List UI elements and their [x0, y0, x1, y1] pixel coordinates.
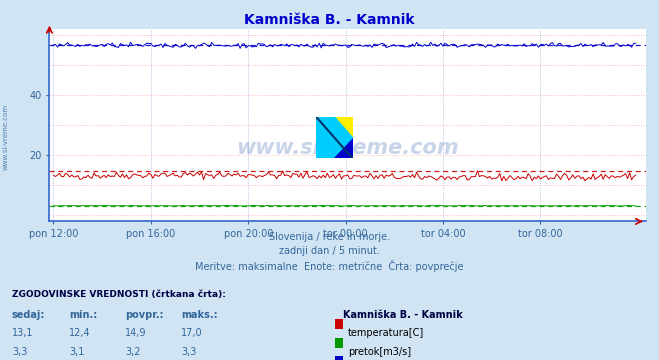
Text: sedaj:: sedaj: [12, 310, 45, 320]
Text: temperatura[C]: temperatura[C] [348, 328, 424, 338]
Text: 3,1: 3,1 [69, 347, 84, 357]
Text: 14,9: 14,9 [125, 328, 147, 338]
Text: Kamniška B. - Kamnik: Kamniška B. - Kamnik [343, 310, 463, 320]
Text: zadnji dan / 5 minut.: zadnji dan / 5 minut. [279, 246, 380, 256]
Text: 13,1: 13,1 [12, 328, 34, 338]
Text: Slovenija / reke in morje.: Slovenija / reke in morje. [269, 232, 390, 242]
Text: min.:: min.: [69, 310, 98, 320]
Text: www.si-vreme.com: www.si-vreme.com [237, 138, 459, 158]
Polygon shape [316, 117, 353, 158]
Text: Meritve: maksimalne  Enote: metrične  Črta: povprečje: Meritve: maksimalne Enote: metrične Črta… [195, 260, 464, 271]
Text: 3,2: 3,2 [125, 347, 141, 357]
Polygon shape [335, 138, 353, 158]
Polygon shape [316, 117, 335, 138]
Text: povpr.:: povpr.: [125, 310, 163, 320]
Text: 12,4: 12,4 [69, 328, 91, 338]
Text: pretok[m3/s]: pretok[m3/s] [348, 347, 411, 357]
Text: 17,0: 17,0 [181, 328, 203, 338]
Text: maks.:: maks.: [181, 310, 218, 320]
Text: ZGODOVINSKE VREDNOSTI (črtkana črta):: ZGODOVINSKE VREDNOSTI (črtkana črta): [12, 290, 226, 299]
Text: Kamniška B. - Kamnik: Kamniška B. - Kamnik [244, 13, 415, 27]
Text: www.si-vreme.com: www.si-vreme.com [2, 104, 9, 170]
Text: 3,3: 3,3 [181, 347, 196, 357]
Text: 3,3: 3,3 [12, 347, 27, 357]
Polygon shape [335, 117, 353, 138]
